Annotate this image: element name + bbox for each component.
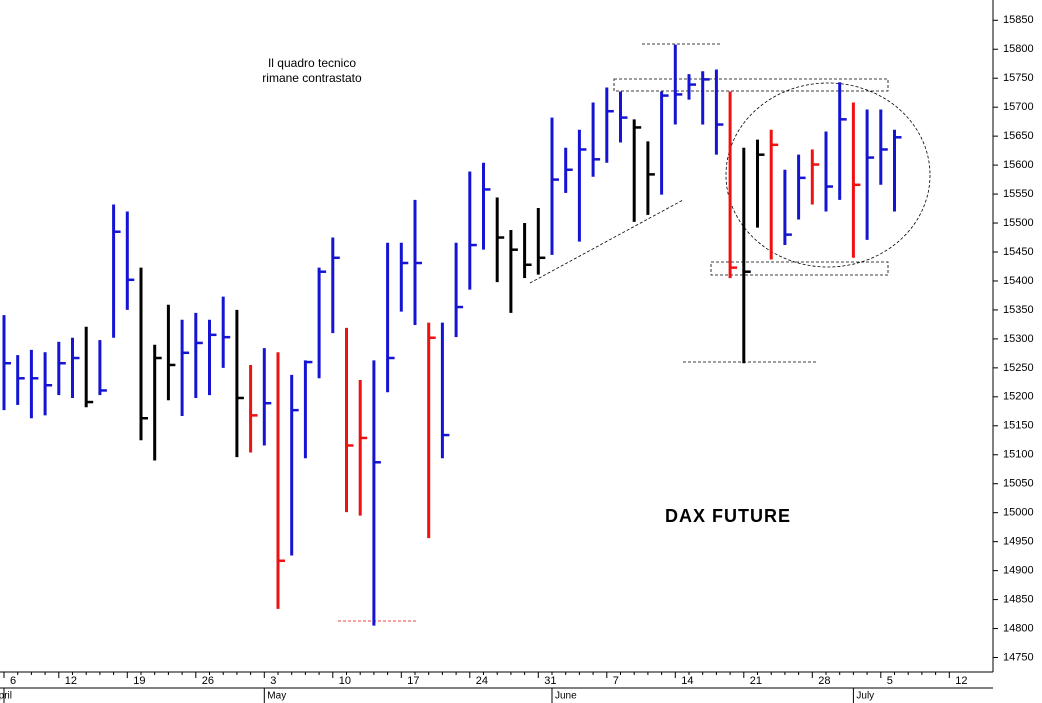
y-tick-label: 15350 xyxy=(1003,304,1034,316)
x-tick-label: 7 xyxy=(613,675,619,687)
y-tick-label: 15100 xyxy=(1003,449,1034,461)
x-tick-label: 28 xyxy=(818,675,830,687)
y-tick-label: 14800 xyxy=(1003,622,1034,634)
y-tick-label: 15600 xyxy=(1003,159,1034,171)
x-tick-label: 17 xyxy=(407,675,419,687)
x-tick-label: 12 xyxy=(955,675,967,687)
x-tick-label: 19 xyxy=(133,675,145,687)
x-tick-label: 26 xyxy=(202,675,214,687)
x-tick-label: 12 xyxy=(65,675,77,687)
x-tick-label: 6 xyxy=(10,675,16,687)
annotation-circle xyxy=(725,82,931,268)
y-tick-label: 15750 xyxy=(1003,72,1034,84)
annotation: rimane contrastato xyxy=(262,71,362,85)
y-tick-label: 15850 xyxy=(1003,14,1034,26)
x-tick-label: 24 xyxy=(476,675,488,687)
y-tick-label: 15050 xyxy=(1003,478,1034,490)
y-tick-label: 14950 xyxy=(1003,536,1034,548)
trend-line xyxy=(529,199,684,284)
month-label: June xyxy=(555,691,577,702)
x-tick-label: 3 xyxy=(270,675,276,687)
y-tick-label: 15550 xyxy=(1003,188,1034,200)
y-tick-label: 15800 xyxy=(1003,43,1034,55)
y-tick-label: 15200 xyxy=(1003,391,1034,403)
y-tick-label: 15700 xyxy=(1003,101,1034,113)
y-tick-label: 15150 xyxy=(1003,420,1034,432)
month-label: May xyxy=(267,691,286,702)
month-label: July xyxy=(856,691,874,702)
y-tick-label: 15400 xyxy=(1003,275,1034,287)
chart-title: DAX FUTURE xyxy=(665,506,791,526)
y-tick-label: 14850 xyxy=(1003,593,1034,605)
x-tick-label: 5 xyxy=(887,675,893,687)
month-label: April xyxy=(0,691,12,702)
x-tick-label: 31 xyxy=(544,675,556,687)
y-tick-label: 14750 xyxy=(1003,651,1034,663)
y-tick-label: 15450 xyxy=(1003,246,1034,258)
y-tick-label: 15300 xyxy=(1003,333,1034,345)
annotation: Il quadro tecnico xyxy=(268,56,356,70)
y-tick-label: 14900 xyxy=(1003,565,1034,577)
y-tick-label: 15000 xyxy=(1003,507,1034,519)
x-tick-label: 10 xyxy=(339,675,351,687)
y-tick-label: 15650 xyxy=(1003,130,1034,142)
y-tick-label: 15500 xyxy=(1003,217,1034,229)
x-tick-label: 21 xyxy=(750,675,762,687)
annotation-box xyxy=(613,78,889,92)
y-tick-label: 15250 xyxy=(1003,362,1034,374)
x-tick-label: 14 xyxy=(681,675,693,687)
